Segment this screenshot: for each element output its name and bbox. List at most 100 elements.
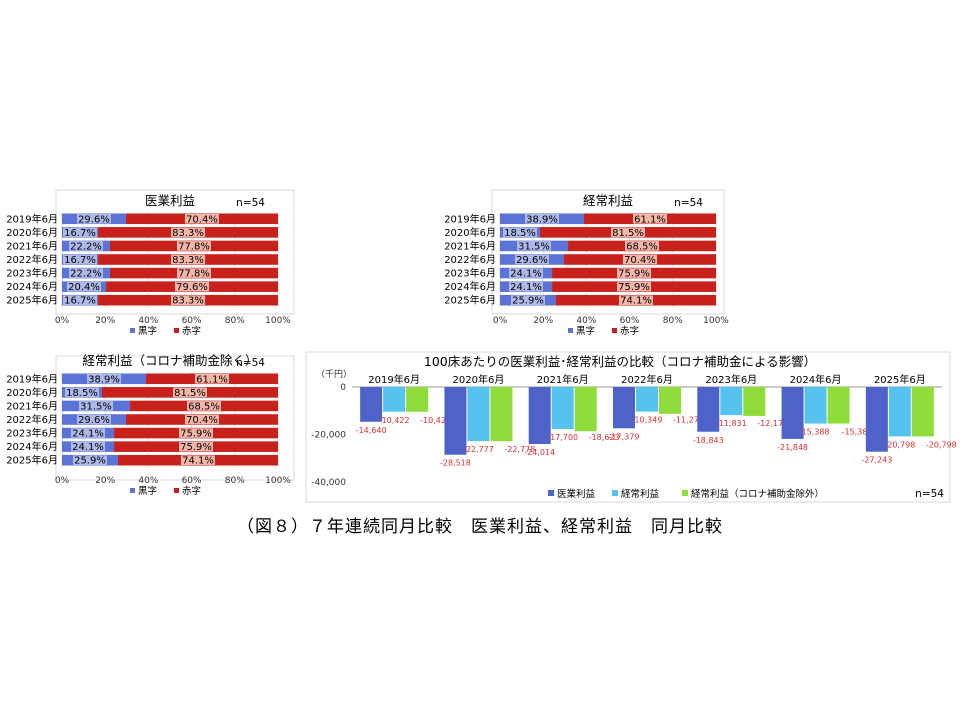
bar-ordinary-ex-covid xyxy=(406,387,429,412)
data-label: 81.5% xyxy=(612,228,644,239)
value-label: -18,843 xyxy=(693,436,724,445)
bar-medical-profit xyxy=(697,387,720,432)
data-label-bg xyxy=(514,254,549,265)
data-label-bg xyxy=(179,428,214,438)
data-label-bg xyxy=(502,227,537,238)
data-label: 16.7% xyxy=(64,296,96,307)
data-label: 77.8% xyxy=(178,241,210,252)
data-label: 22.2% xyxy=(70,269,102,280)
category-label: 2021年6月 xyxy=(6,399,58,412)
category-label: 2025年6月 xyxy=(874,373,926,386)
x-tick-label: 20% xyxy=(95,476,115,486)
n-label: n=54 xyxy=(236,197,265,209)
category-label: 2021年6月 xyxy=(444,239,496,252)
data-label: 38.9% xyxy=(526,214,558,225)
x-tick-label: 60% xyxy=(182,316,202,326)
data-label-bg xyxy=(517,241,552,251)
category-label: 2019年6月 xyxy=(444,212,496,225)
panel-frame xyxy=(55,189,295,315)
x-tick-label: 100% xyxy=(265,316,291,326)
data-label-bg xyxy=(610,227,645,238)
chart-title: 経常利益 xyxy=(583,193,633,208)
bar-ordinary-profit xyxy=(383,387,406,412)
category-label: 2021年6月 xyxy=(537,373,589,386)
category-label: 2020年6月 xyxy=(453,373,505,386)
category-label: 2022年6月 xyxy=(621,373,673,386)
data-label-bg xyxy=(195,373,230,384)
data-label-bg xyxy=(71,428,106,438)
data-label: 29.6% xyxy=(78,415,110,426)
data-label-bg xyxy=(618,295,653,306)
bar-ordinary-ex-covid xyxy=(827,387,850,424)
category-label: 2023年6月 xyxy=(705,373,757,386)
value-label: -27,243 xyxy=(861,456,892,465)
category-label: 2024年6月 xyxy=(790,373,842,386)
unit-label: （千円） xyxy=(316,369,352,380)
legend-label: 黒字 xyxy=(138,485,157,497)
data-label-bg xyxy=(172,387,207,398)
data-label-bg xyxy=(525,213,560,224)
data-label-bg xyxy=(184,414,219,425)
data-label: 75.9% xyxy=(618,269,650,280)
bar-ordinary-profit xyxy=(804,387,827,424)
bar-ordinary-ex-covid xyxy=(743,387,766,416)
data-label: 61.1% xyxy=(634,214,666,225)
data-label: 75.9% xyxy=(180,442,212,453)
x-tick-label: 0% xyxy=(55,316,70,326)
chart-title: 医業利益 xyxy=(145,193,195,208)
category-label: 2019年6月 xyxy=(6,212,58,225)
category-label: 2023年6月 xyxy=(6,427,58,440)
data-label: 31.5% xyxy=(80,401,112,412)
value-label: -24,014 xyxy=(524,448,555,457)
legend-swatch xyxy=(612,328,617,333)
bar-ordinary-ex-covid xyxy=(574,387,597,432)
n-label: n=54 xyxy=(674,197,703,209)
legend-swatch xyxy=(174,488,179,493)
data-label-bg xyxy=(63,227,98,238)
data-label: 83.3% xyxy=(172,296,204,307)
x-tick-label: 40% xyxy=(138,476,158,486)
data-label: 61.1% xyxy=(196,374,228,385)
data-label-bg xyxy=(171,227,206,238)
data-label: 68.5% xyxy=(188,401,220,412)
legend-swatch xyxy=(612,490,618,496)
bar-medical-profit xyxy=(865,387,888,452)
legend-swatch xyxy=(130,328,135,333)
data-label: 75.9% xyxy=(180,429,212,440)
category-label: 2025年6月 xyxy=(444,294,496,307)
data-label: 79.6% xyxy=(176,282,208,293)
category-label: 2020年6月 xyxy=(444,226,496,239)
data-label: 83.3% xyxy=(172,255,204,266)
x-tick-label: 20% xyxy=(95,316,115,326)
legend-label: 赤字 xyxy=(182,485,201,497)
value-label: -14,640 xyxy=(356,426,387,435)
value-label: -10,422 xyxy=(420,416,451,425)
x-tick-label: 60% xyxy=(182,476,202,486)
data-label: 83.3% xyxy=(172,228,204,239)
data-label: 16.7% xyxy=(64,255,96,266)
bar-medical-profit xyxy=(444,387,467,455)
data-label: 25.9% xyxy=(512,296,544,307)
category-label: 2024年6月 xyxy=(6,440,58,453)
x-tick-label: 40% xyxy=(576,316,596,326)
n-label: n=54 xyxy=(915,488,944,500)
data-label-bg xyxy=(71,441,106,452)
x-tick-label: 100% xyxy=(703,316,729,326)
chart-title: 経常利益（コロナ補助金除く） xyxy=(82,353,257,368)
value-label: -10,349 xyxy=(632,416,663,425)
y-tick-label: 0 xyxy=(340,383,346,393)
chart-title: 100床あたりの医業利益･経常利益の比較（コロナ補助金による影響） xyxy=(424,354,816,369)
data-label-bg xyxy=(617,268,652,278)
data-label: 81.5% xyxy=(174,388,206,399)
x-tick-label: 100% xyxy=(265,476,291,486)
bar-ordinary-ex-covid xyxy=(490,387,513,442)
data-label: 70.4% xyxy=(186,214,218,225)
value-label: -17,700 xyxy=(547,433,578,442)
data-label-bg xyxy=(184,213,219,224)
category-label: 2019年6月 xyxy=(368,373,420,386)
n-label: n=54 xyxy=(236,357,265,369)
data-label-bg xyxy=(64,387,99,398)
data-label-bg xyxy=(625,241,660,251)
value-label: 15,388 xyxy=(802,428,830,437)
category-label: 2022年6月 xyxy=(6,253,58,266)
